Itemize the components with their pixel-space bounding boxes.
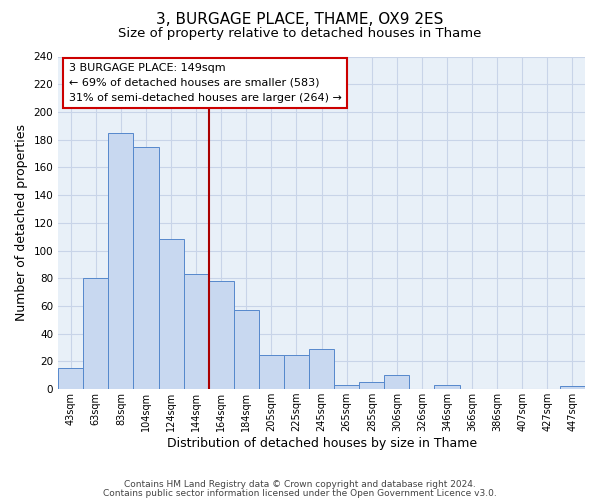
Text: Contains public sector information licensed under the Open Government Licence v3: Contains public sector information licen… xyxy=(103,488,497,498)
Bar xyxy=(58,368,83,389)
Bar xyxy=(284,354,309,389)
Bar xyxy=(184,274,209,389)
Text: Contains HM Land Registry data © Crown copyright and database right 2024.: Contains HM Land Registry data © Crown c… xyxy=(124,480,476,489)
Bar xyxy=(209,281,234,389)
X-axis label: Distribution of detached houses by size in Thame: Distribution of detached houses by size … xyxy=(167,437,476,450)
Text: 3 BURGAGE PLACE: 149sqm
← 69% of detached houses are smaller (583)
31% of semi-d: 3 BURGAGE PLACE: 149sqm ← 69% of detache… xyxy=(69,63,341,103)
Bar xyxy=(560,386,585,389)
Bar xyxy=(158,240,184,389)
Bar xyxy=(385,376,409,389)
Y-axis label: Number of detached properties: Number of detached properties xyxy=(15,124,28,322)
Bar xyxy=(259,354,284,389)
Bar xyxy=(334,385,359,389)
Bar xyxy=(434,385,460,389)
Bar xyxy=(234,310,259,389)
Bar xyxy=(109,132,133,389)
Bar xyxy=(133,146,158,389)
Text: 3, BURGAGE PLACE, THAME, OX9 2ES: 3, BURGAGE PLACE, THAME, OX9 2ES xyxy=(157,12,443,28)
Bar xyxy=(359,382,385,389)
Text: Size of property relative to detached houses in Thame: Size of property relative to detached ho… xyxy=(118,28,482,40)
Bar xyxy=(309,349,334,389)
Bar xyxy=(83,278,109,389)
